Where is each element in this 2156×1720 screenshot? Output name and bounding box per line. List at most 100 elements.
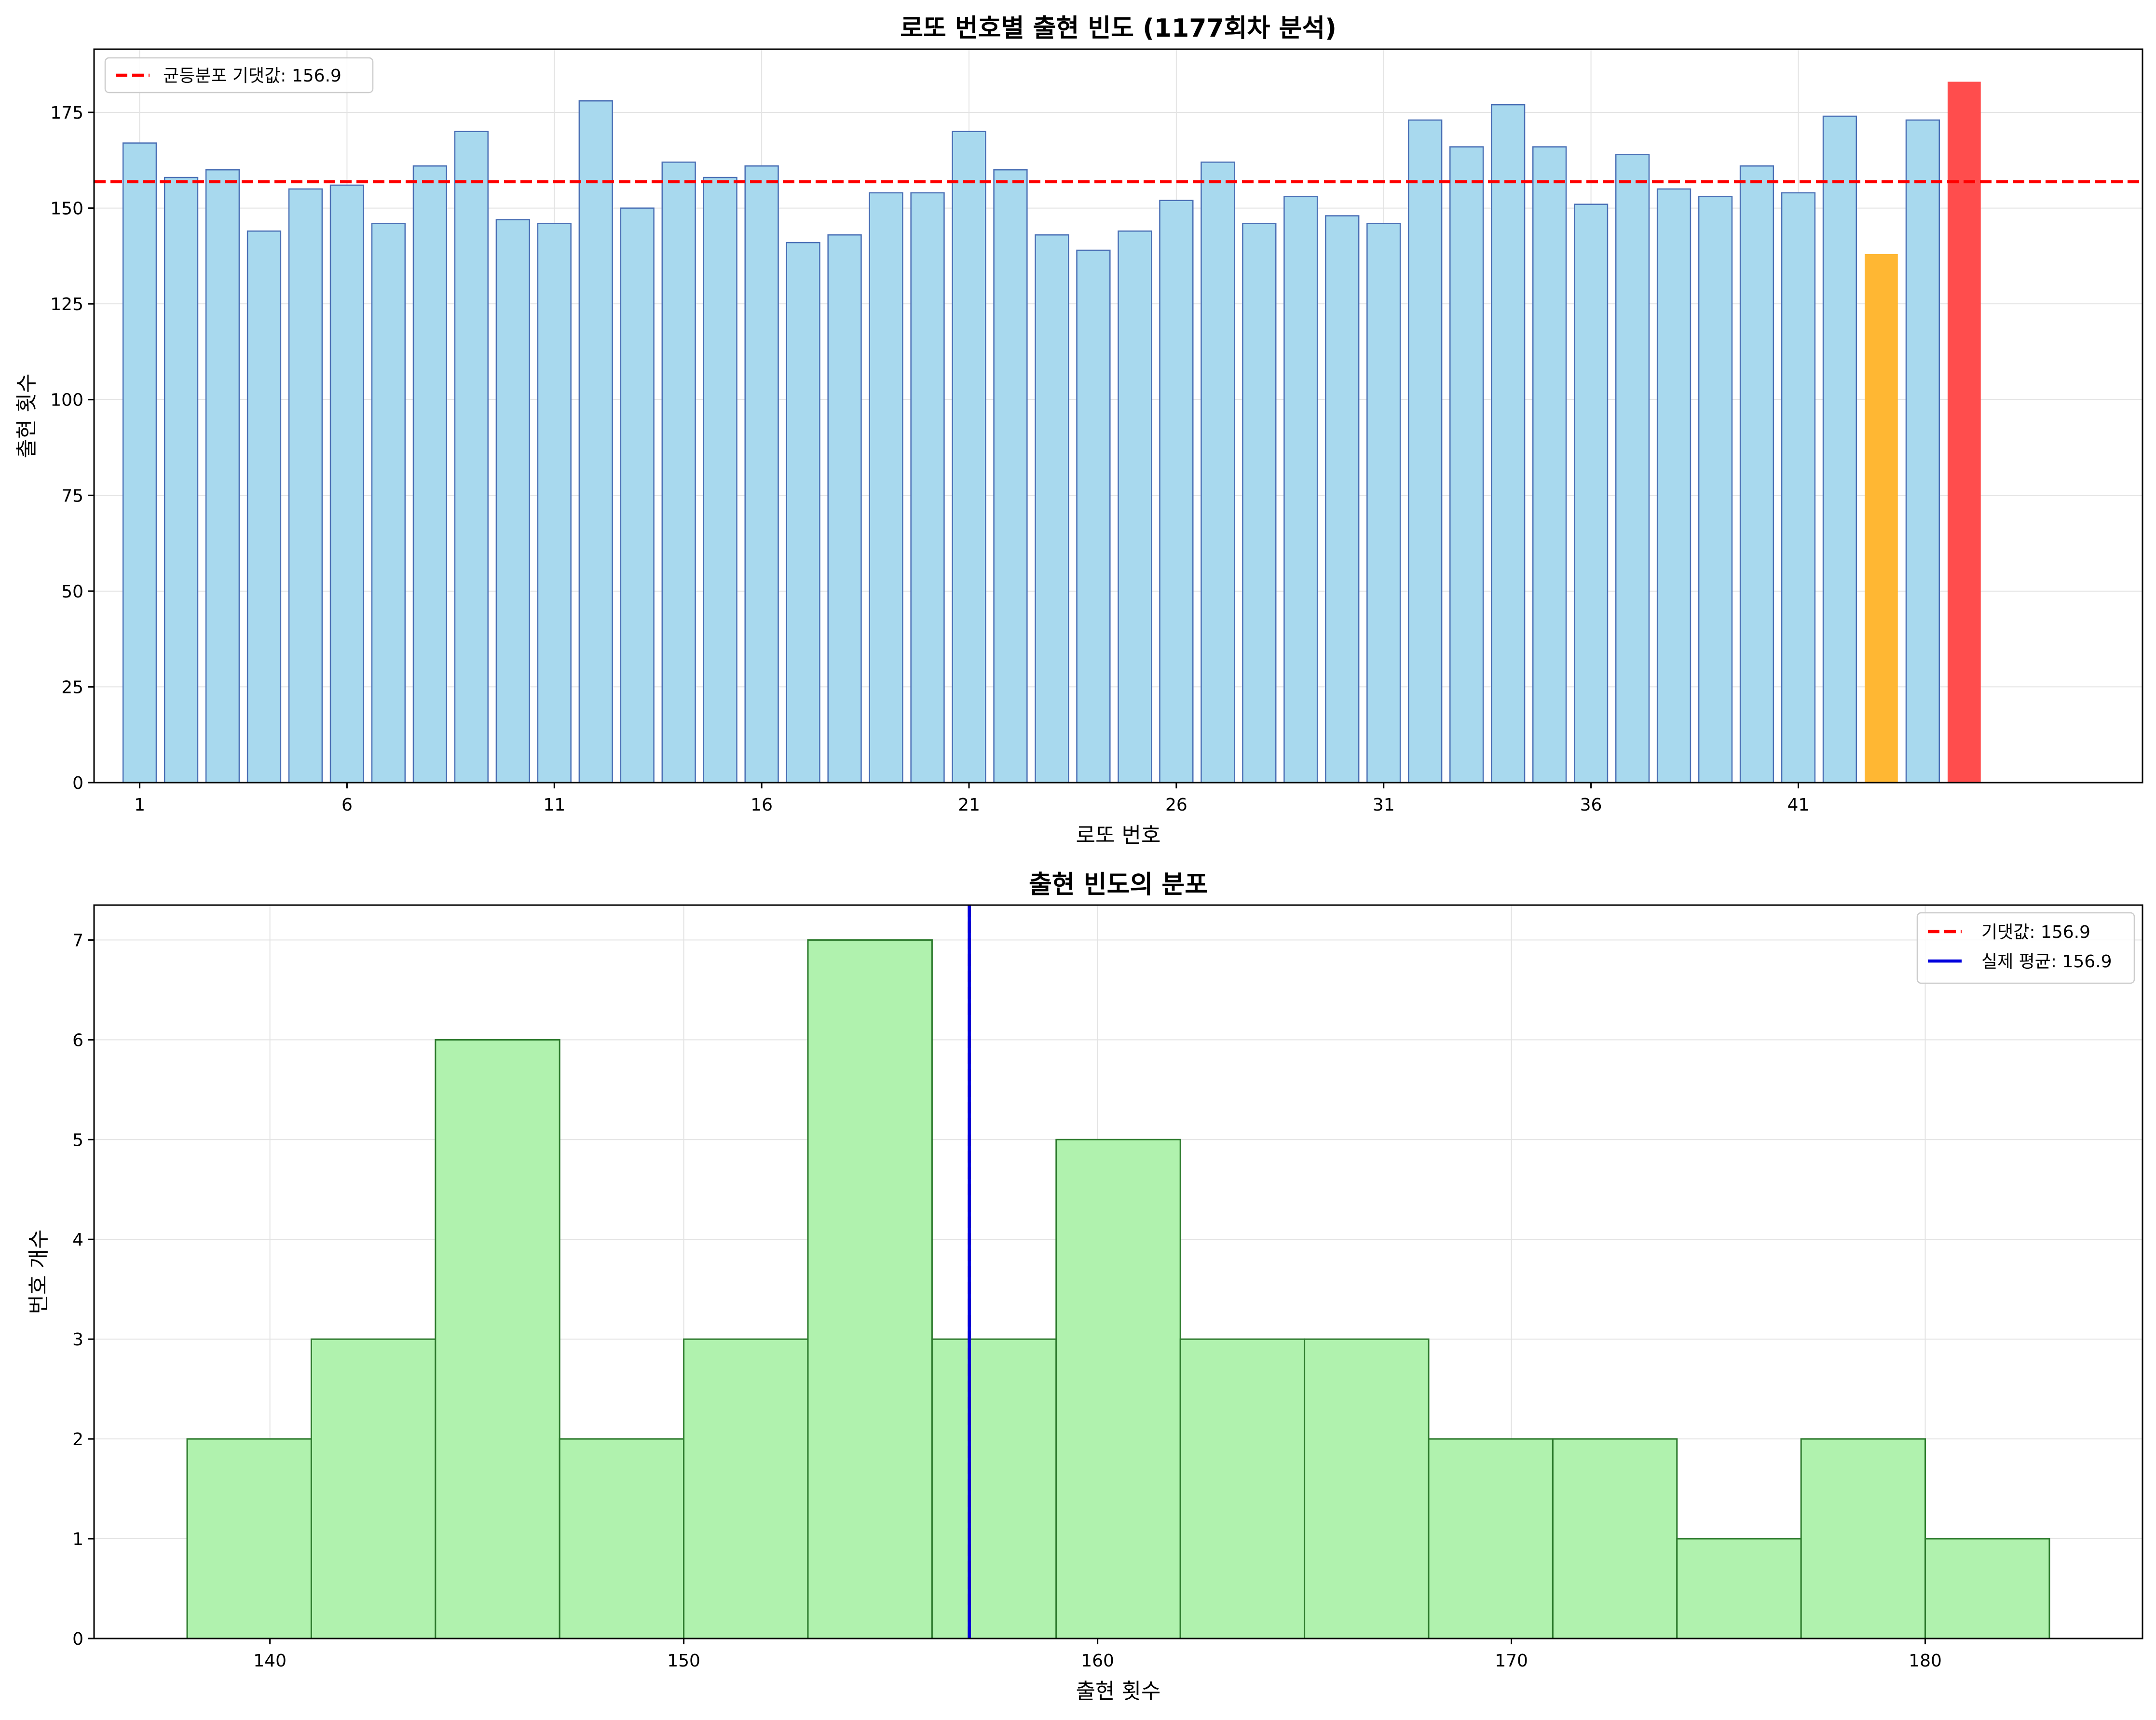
legend-label: 균등분포 기댓값: 156.9 [163,66,341,86]
bar-3 [205,169,240,784]
bar-27 [1201,162,1235,784]
y-tick-label: 75 [61,486,83,506]
y-tick-label: 0 [72,1629,83,1649]
histogram-bin-11 [1552,1438,1678,1639]
y-axis-label: 번호 개수 [27,1230,51,1314]
bar-32 [1408,119,1443,784]
bar-15 [703,176,737,784]
y-ticks: 0 25 50 75 100 125 150 175 [50,103,94,793]
histogram-bin-7 [1055,1138,1181,1639]
y-tick-label: 50 [61,582,83,602]
y-tick-label: 175 [50,103,83,123]
y-tick-label: 3 [72,1330,83,1350]
bar-5 [288,188,323,784]
plot-frame [93,48,2143,784]
bar-23 [1035,234,1069,784]
chart-title: 출현 빈도의 분포 [1029,870,1208,899]
histogram-bin-2 [435,1039,560,1639]
x-tick-label: 160 [1081,1651,1114,1671]
plot-frame [93,904,2143,1639]
bar-37 [1615,154,1650,784]
bar-40 [1739,165,1774,784]
histogram-bin-8 [1179,1338,1306,1639]
y-axis-label: 출현 횟수 [14,374,39,459]
bar-25 [1118,230,1152,784]
x-tick-label: 6 [341,795,353,815]
bar-10 [495,219,530,784]
bar-21 [952,131,986,784]
bars [122,81,1981,784]
x-tick-label: 31 [1373,795,1395,815]
bar-31 [1366,223,1401,784]
bar-6 [329,184,365,784]
bar-29 [1283,196,1318,784]
x-tick-label: 150 [667,1651,700,1671]
chart-title: 로또 번호별 출현 빈도 (1177회차 분석) [900,14,1337,43]
x-tick-label: 36 [1580,795,1602,815]
x-ticks: 1 6 11 16 21 26 31 36 41 [134,783,1809,815]
bar-9 [454,131,489,784]
legend-box [104,57,374,94]
histogram-bin-9 [1304,1338,1430,1639]
histogram-bin-0 [186,1438,312,1639]
bar-4 [246,230,282,784]
bar-41 [1781,192,1816,784]
bar-43 [1864,254,1898,783]
bar-28 [1242,223,1277,784]
x-tick-label: 140 [253,1651,287,1671]
x-tick-label: 41 [1788,795,1810,815]
bar-26 [1159,200,1194,784]
bar-42 [1822,115,1857,784]
histogram-bin-5 [807,939,933,1639]
x-tick-label: 21 [958,795,980,815]
legend: 균등분포 기댓값: 156.9 [104,57,374,94]
x-tick-label: 1 [134,795,145,815]
y-tick-label: 1 [72,1530,83,1549]
bar-16 [744,165,779,784]
bar-45 [1947,81,1981,783]
y-tick-label: 7 [72,931,83,950]
histogram-bin-4 [683,1338,809,1639]
y-tick-label: 150 [50,199,83,219]
bar-20 [910,192,945,784]
legend-box [1916,912,2135,984]
bar-36 [1573,203,1609,784]
bar-34 [1490,104,1526,784]
bar-2 [164,176,199,784]
bar-19 [869,192,903,784]
bar-24 [1076,249,1111,784]
bar-38 [1656,188,1692,784]
bar-33 [1449,146,1484,784]
x-axis-label: 로또 번호 [1076,823,1161,848]
bar-11 [537,223,572,784]
bar-13 [620,207,655,784]
x-tick-label: 11 [543,795,565,815]
bar-17 [786,242,820,784]
y-tick-label: 125 [50,295,83,314]
bars [186,939,2050,1639]
y-tick-label: 4 [72,1230,83,1250]
x-tick-label: 26 [1165,795,1187,815]
x-tick-label: 16 [751,795,773,815]
bar-22 [993,169,1028,784]
legend-label: 실제 평균: 156.9 [1981,952,2112,972]
histogram-bin-12 [1676,1538,1802,1639]
histogram-bin-13 [1800,1438,1926,1639]
y-tick-label: 6 [72,1030,83,1050]
histogram-bin-14 [1924,1538,2050,1639]
legend: 기댓값: 156.9 실제 평균: 156.9 [1916,912,2135,984]
bar-1 [122,142,157,784]
histogram-bin-10 [1428,1438,1554,1639]
legend-label: 기댓값: 156.9 [1981,922,2090,942]
bar-8 [412,165,448,784]
histogram-bin-3 [559,1438,685,1639]
bar-44 [1905,119,1940,784]
x-axis-label: 출현 횟수 [1076,1679,1161,1704]
x-ticks: 140 150 160 170 180 [253,1639,1942,1671]
histogram-bin-6 [931,1338,1057,1639]
histogram-bin-1 [310,1338,437,1639]
y-tick-label: 25 [61,677,83,697]
bar-14 [661,162,696,784]
